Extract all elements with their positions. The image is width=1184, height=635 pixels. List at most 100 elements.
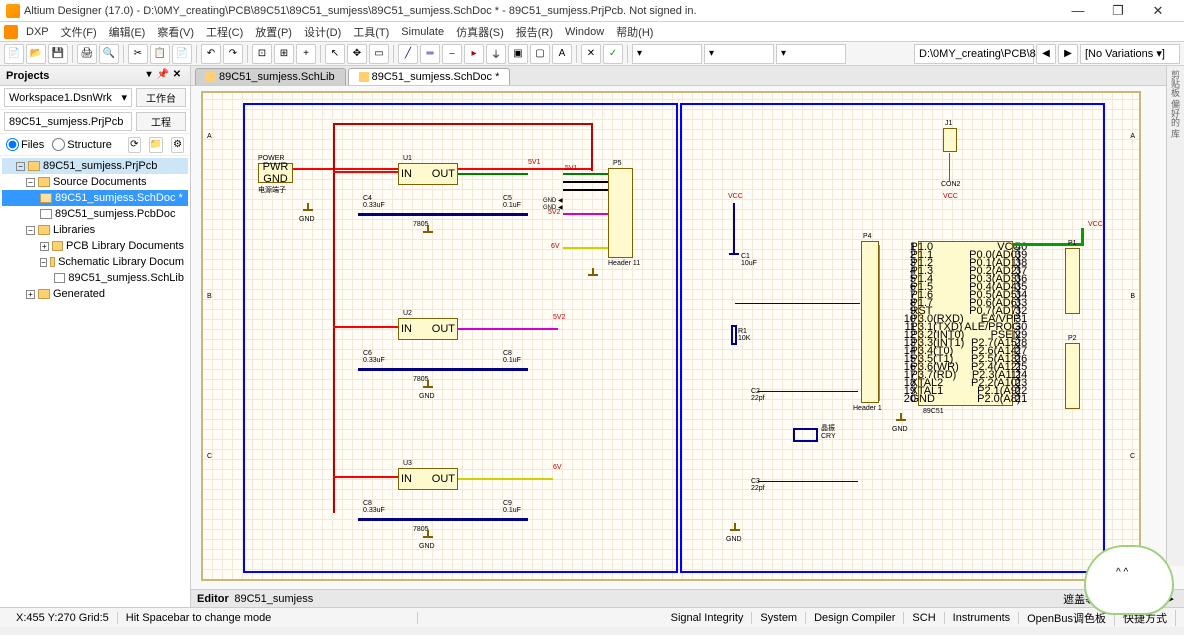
- tool-net-icon[interactable]: ⎯: [442, 44, 462, 64]
- header-p2[interactable]: [1065, 343, 1080, 409]
- menu-design[interactable]: 设计(D): [298, 22, 347, 42]
- workspace-button[interactable]: 工作台: [136, 88, 186, 107]
- files-radio[interactable]: Files: [6, 138, 44, 151]
- menu-file[interactable]: 文件(F): [55, 22, 103, 42]
- tool-zoom-fit-icon[interactable]: ⊡: [252, 44, 272, 64]
- u1-regulator[interactable]: IN OUT: [398, 163, 458, 185]
- status-sch[interactable]: SCH: [904, 612, 944, 624]
- path-combo[interactable]: D:\0MY_creating\PCB\89 ▾: [914, 44, 1034, 64]
- tool-part-icon[interactable]: ▣: [508, 44, 528, 64]
- tab-schlib[interactable]: 89C51_sumjess.SchLib: [195, 68, 346, 85]
- panel-menu-icon[interactable]: ▾: [142, 69, 156, 83]
- tool-nav2-icon[interactable]: ▶: [1058, 44, 1078, 64]
- menu-dxp[interactable]: DXP: [20, 24, 55, 40]
- tool-text-icon[interactable]: A: [552, 44, 572, 64]
- p5-w4: [563, 213, 608, 215]
- view-options: Files Structure ⟳ 📁 ⚙: [0, 134, 190, 156]
- tool-sheet-icon[interactable]: ▢: [530, 44, 550, 64]
- project-button[interactable]: 工程: [136, 112, 186, 131]
- panel-close-icon[interactable]: ✕: [170, 69, 184, 83]
- tool-cross-icon[interactable]: ✕: [581, 44, 601, 64]
- con2-j1[interactable]: [943, 128, 957, 152]
- tree-generated[interactable]: +Generated: [2, 286, 188, 302]
- status-signal[interactable]: Signal Integrity: [663, 612, 753, 624]
- combo-1[interactable]: ▾: [632, 44, 702, 64]
- crystal-symbol[interactable]: [793, 428, 818, 442]
- tool-place-icon[interactable]: ▭: [369, 44, 389, 64]
- menu-edit[interactable]: 编辑(E): [103, 22, 152, 42]
- opts-icon[interactable]: ⚙: [171, 137, 184, 153]
- combo-2[interactable]: ▾: [704, 44, 774, 64]
- tool-print-icon[interactable]: 🖨: [77, 44, 97, 64]
- menu-reports[interactable]: 报告(R): [510, 22, 559, 42]
- panel-pin-icon[interactable]: 📌: [156, 69, 170, 83]
- u2-regulator[interactable]: IN OUT: [398, 318, 458, 340]
- tool-move-icon[interactable]: ✥: [347, 44, 367, 64]
- tool-zoom-area-icon[interactable]: ⊞: [274, 44, 294, 64]
- u3-out-wire: [458, 478, 553, 480]
- tree-source-docs[interactable]: −Source Documents: [2, 174, 188, 190]
- tool-redo-icon[interactable]: ↷: [223, 44, 243, 64]
- tool-mark-icon[interactable]: ✓: [603, 44, 623, 64]
- tool-copy-icon[interactable]: 📋: [150, 44, 170, 64]
- maximize-button[interactable]: ❐: [1098, 1, 1138, 21]
- tool-save-icon[interactable]: 💾: [48, 44, 68, 64]
- power-port[interactable]: PWRGND: [258, 163, 293, 183]
- tool-new-icon[interactable]: 📄: [4, 44, 24, 64]
- mcu-89c51[interactable]: P1.0P1.1P1.2P1.3P1.4P1.5P1.6P1.7RSTP3.0(…: [918, 241, 1013, 406]
- tree-pcbdoc[interactable]: 89C51_sumjess.PcbDoc: [2, 206, 188, 222]
- menu-place[interactable]: 放置(P): [249, 22, 298, 42]
- tab-schdoc[interactable]: 89C51_sumjess.SchDoc *: [348, 68, 511, 85]
- combo-3[interactable]: ▾: [776, 44, 846, 64]
- tool-bus-icon[interactable]: ═: [420, 44, 440, 64]
- tree-schdoc[interactable]: 89C51_sumjess.SchDoc *: [2, 190, 188, 206]
- dxp-icon[interactable]: [4, 25, 18, 39]
- status-system[interactable]: System: [752, 612, 806, 624]
- menu-view[interactable]: 察看(V): [151, 22, 200, 42]
- tool-power-icon[interactable]: ⏚: [486, 44, 506, 64]
- tool-port-icon[interactable]: ▸: [464, 44, 484, 64]
- header-p4[interactable]: [861, 241, 879, 403]
- menu-window[interactable]: Window: [559, 24, 610, 40]
- tree-libraries[interactable]: −Libraries: [2, 222, 188, 238]
- tool-select-icon[interactable]: ↖: [325, 44, 345, 64]
- right-dock-strip[interactable]: 剪贴板 偏好的 库: [1166, 66, 1184, 566]
- tool-undo-icon[interactable]: ↶: [201, 44, 221, 64]
- menu-help[interactable]: 帮助(H): [610, 22, 659, 42]
- u3-regulator[interactable]: IN OUT: [398, 468, 458, 490]
- refresh-icon[interactable]: ⟳: [128, 137, 141, 153]
- project-field[interactable]: 89C51_sumjess.PrjPcb: [4, 112, 132, 131]
- variations-combo[interactable]: [No Variations ▾]: [1080, 44, 1180, 64]
- status-compiler[interactable]: Design Compiler: [806, 612, 904, 624]
- structure-radio[interactable]: Structure: [52, 138, 112, 151]
- tree-schlib-doc[interactable]: 89C51_sumjess.SchLib: [2, 270, 188, 286]
- close-button[interactable]: ✕: [1138, 1, 1178, 21]
- header-p5[interactable]: [608, 168, 633, 258]
- tool-nav-icon[interactable]: ◀: [1036, 44, 1056, 64]
- r1-symbol[interactable]: [731, 325, 737, 345]
- tool-preview-icon[interactable]: 🔍: [99, 44, 119, 64]
- menu-simulate[interactable]: Simulate: [395, 24, 450, 40]
- menu-project[interactable]: 工程(C): [200, 22, 249, 42]
- tree-project-root[interactable]: −89C51_sumjess.PrjPcb: [2, 158, 188, 174]
- tool-zoom-in-icon[interactable]: +: [296, 44, 316, 64]
- schematic-canvas[interactable]: A B C A B C PWRGND POWER 电源端子: [191, 86, 1184, 589]
- menu-tools[interactable]: 工具(T): [347, 22, 395, 42]
- minimize-button[interactable]: —: [1058, 1, 1098, 21]
- workspace-combo[interactable]: Workspace1.DsnWrk▾: [4, 88, 132, 107]
- net-5v1: 5V1: [528, 159, 540, 166]
- menu-simulator[interactable]: 仿真器(S): [450, 22, 510, 42]
- vcc-wire-r2: [1081, 228, 1084, 246]
- c5-label: C5 0.1uF: [503, 195, 521, 209]
- tree-schlib[interactable]: −Schematic Library Docum: [2, 254, 188, 270]
- header-p1[interactable]: [1065, 248, 1080, 314]
- tool-paste-icon[interactable]: 📄: [172, 44, 192, 64]
- tool-cut-icon[interactable]: ✂: [128, 44, 148, 64]
- power-note: 电源端子: [258, 185, 286, 195]
- p5-5v1: 5V1: [565, 165, 577, 172]
- config-icon[interactable]: 📁: [149, 137, 163, 153]
- tool-wire-icon[interactable]: ╱: [398, 44, 418, 64]
- status-instr[interactable]: Instruments: [945, 612, 1019, 624]
- tool-open-icon[interactable]: 📂: [26, 44, 46, 64]
- tree-pcblib[interactable]: +PCB Library Documents: [2, 238, 188, 254]
